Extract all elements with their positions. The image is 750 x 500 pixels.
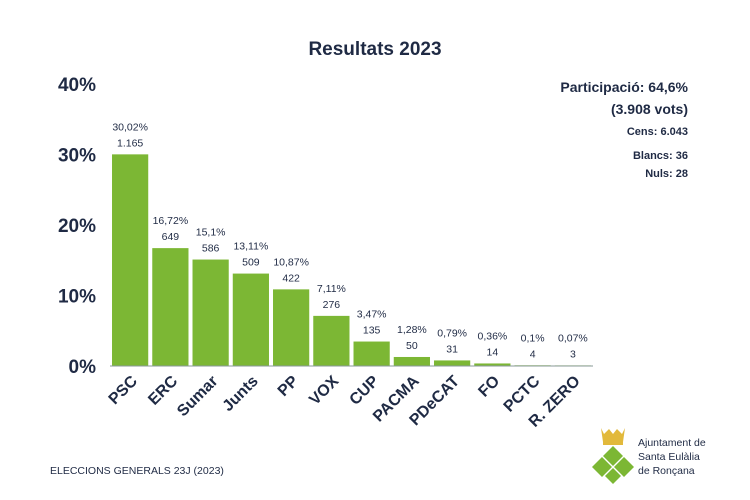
diamond-shield-icon bbox=[592, 446, 634, 484]
participation-text: Participació: 64,6% bbox=[560, 79, 688, 95]
votes-label: 14 bbox=[487, 346, 499, 358]
bar bbox=[393, 356, 430, 366]
percent-label: 0,07% bbox=[558, 332, 588, 344]
percent-label: 13,11% bbox=[233, 241, 268, 253]
votes-label: 31 bbox=[446, 343, 458, 355]
logo-line-3: de Ronçana bbox=[638, 465, 695, 477]
logo-line-1: Ajuntament de bbox=[638, 437, 706, 449]
footer-text: ELECCIONS GENERALS 23J (2023) bbox=[50, 465, 224, 477]
votes-label: 422 bbox=[282, 272, 300, 284]
percent-label: 0,36% bbox=[477, 330, 507, 342]
votes-label: 3 bbox=[570, 348, 576, 360]
crown-icon bbox=[601, 428, 625, 445]
null-votes-text: Nuls: 28 bbox=[645, 168, 688, 180]
bar bbox=[152, 248, 189, 366]
votes-label: 4 bbox=[530, 348, 536, 360]
x-tick-label: Sumar bbox=[174, 373, 221, 420]
info-panel: Participació: 64,6% (3.908 vots) Cens: 6… bbox=[560, 79, 688, 180]
y-tick-label: 0% bbox=[69, 357, 97, 378]
votes-label: 1.165 bbox=[117, 137, 143, 149]
y-tick-label: 10% bbox=[58, 287, 96, 308]
y-axis: 0% 10% 20% 30% 40% bbox=[58, 75, 96, 378]
percent-label: 16,72% bbox=[153, 215, 189, 227]
percent-label: 0,79% bbox=[437, 327, 467, 339]
total-votes-text: (3.908 vots) bbox=[611, 101, 688, 117]
votes-label: 135 bbox=[363, 325, 381, 337]
bar bbox=[112, 154, 149, 366]
y-tick-label: 30% bbox=[58, 146, 96, 167]
x-tick-label: PP bbox=[275, 373, 302, 400]
chart-title: Resultats 2023 bbox=[308, 39, 441, 60]
bar bbox=[434, 360, 471, 366]
bars bbox=[112, 154, 591, 366]
votes-label: 586 bbox=[202, 243, 220, 255]
census-text: Cens: 6.043 bbox=[627, 126, 688, 138]
bar bbox=[192, 259, 229, 366]
x-tick-label: FO bbox=[475, 373, 503, 401]
votes-label: 50 bbox=[406, 340, 418, 352]
logo-line-2: Santa Eulàlia bbox=[638, 451, 700, 463]
percent-label: 1,28% bbox=[397, 324, 427, 336]
x-tick-label: CUP bbox=[347, 373, 383, 409]
percent-label: 15,1% bbox=[196, 227, 226, 239]
bar bbox=[232, 273, 269, 366]
percent-label: 3,47% bbox=[357, 309, 387, 321]
data-labels: 30,02% 1.165 16,72% 649 15,1% 586 13,11% 509 10,… bbox=[112, 121, 587, 360]
bar bbox=[313, 315, 350, 366]
percent-label: 30,02% bbox=[112, 121, 148, 133]
bar bbox=[353, 341, 390, 366]
x-tick-label: ERC bbox=[145, 372, 181, 408]
percent-label: 10,87% bbox=[273, 256, 309, 268]
votes-label: 649 bbox=[162, 231, 180, 243]
x-tick-label: Junts bbox=[220, 373, 262, 415]
votes-label: 276 bbox=[323, 299, 341, 311]
x-tick-label: VOX bbox=[306, 373, 342, 409]
blank-votes-text: Blancs: 36 bbox=[633, 150, 688, 162]
x-tick-label: PSC bbox=[106, 372, 142, 408]
y-tick-label: 40% bbox=[58, 75, 96, 96]
municipality-logo: Ajuntament de Santa Eulàlia de Ronçana bbox=[592, 428, 706, 484]
bar bbox=[273, 289, 310, 366]
bar bbox=[474, 363, 511, 366]
votes-label: 509 bbox=[242, 257, 260, 269]
percent-label: 0,1% bbox=[521, 332, 545, 344]
percent-label: 7,11% bbox=[317, 283, 346, 295]
y-tick-label: 20% bbox=[58, 216, 96, 237]
